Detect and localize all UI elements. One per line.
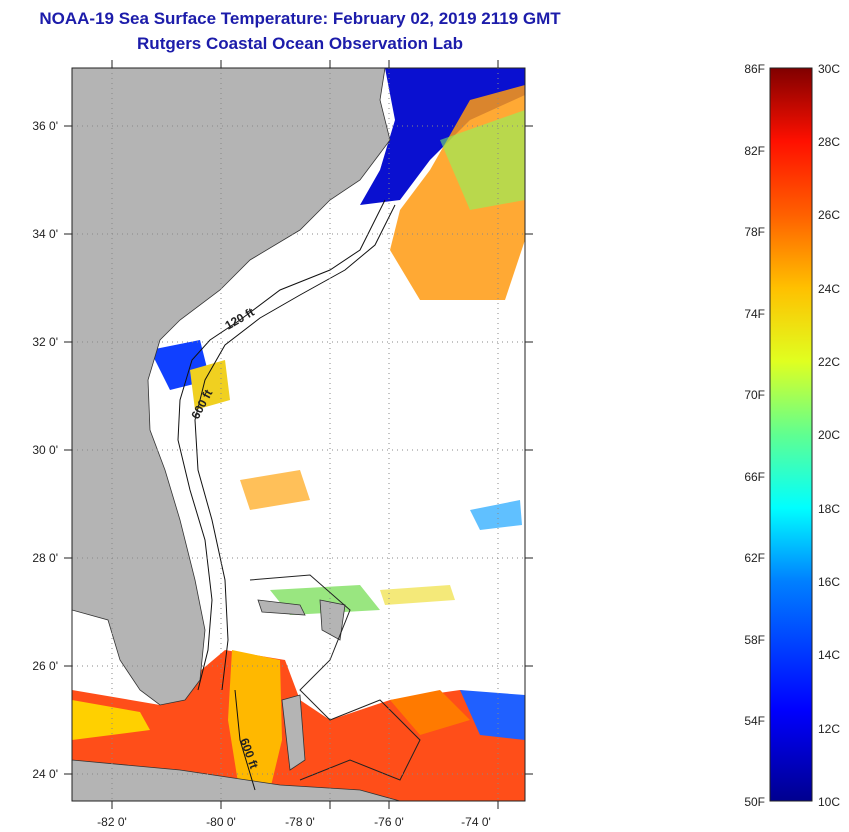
sst-patch <box>440 110 525 210</box>
colorbar-c-label: 16C <box>818 575 840 589</box>
land-grand-bahama <box>257 599 306 616</box>
colorbar-f-label: 66F <box>744 470 765 484</box>
lon-tick-marks <box>111 60 499 809</box>
temperature-colorbar <box>769 67 813 802</box>
isobath-600ft <box>194 204 396 691</box>
lat-tick-label: 36 0' <box>32 119 58 133</box>
colorbar-f-label: 70F <box>744 388 765 402</box>
lon-tick-label: -80 0' <box>206 815 236 829</box>
sst-patch <box>72 700 150 740</box>
land-cuba <box>72 759 401 801</box>
lat-tick-label: 34 0' <box>32 227 58 241</box>
colorbar-c-label: 18C <box>818 502 840 516</box>
isobath-600ft-south <box>234 689 256 791</box>
colorbar-f-label: 74F <box>744 307 765 321</box>
lat-tick-label: 32 0' <box>32 335 58 349</box>
colorbar-f-label: 54F <box>744 714 765 728</box>
sst-patch <box>390 690 470 735</box>
colorbar-f-label: 50F <box>744 795 765 809</box>
colorbar-c-label: 14C <box>818 648 840 662</box>
lat-tick-label: 26 0' <box>32 659 58 673</box>
colorbar-f-label: 78F <box>744 225 765 239</box>
colorbar-c-label: 20C <box>818 428 840 442</box>
colorbar-c-label: 26C <box>818 208 840 222</box>
map-frame <box>71 67 526 802</box>
sst-patch <box>190 360 230 410</box>
colorbar-f-label: 86F <box>744 62 765 76</box>
colorbar-f-label: 58F <box>744 633 765 647</box>
sst-gulfstream-core <box>228 650 282 795</box>
lat-tick-label: 28 0' <box>32 551 58 565</box>
land-andros <box>281 694 306 771</box>
lon-tick-label: -74 0' <box>461 815 491 829</box>
isobath-120ft <box>177 199 386 691</box>
colorbar-c-label: 10C <box>818 795 840 809</box>
lon-tick-label: -82 0' <box>97 815 127 829</box>
land-mass <box>72 68 391 706</box>
lon-tick-label: -78 0' <box>285 815 315 829</box>
map-graticule <box>72 68 525 801</box>
bank-outline <box>249 574 421 781</box>
colorbar-f-label: 62F <box>744 551 765 565</box>
lat-tick-marks <box>64 125 533 775</box>
lon-tick-label: -76 0' <box>374 815 404 829</box>
map-subtitle: Rutgers Coastal Ocean Observation Lab <box>137 34 463 53</box>
sst-patch <box>470 500 522 530</box>
colorbar-c-label: 22C <box>818 355 840 369</box>
sst-patch <box>240 470 310 510</box>
land-abaco <box>319 599 346 641</box>
sst-cool-patch <box>460 690 525 740</box>
lat-tick-label: 24 0' <box>32 767 58 781</box>
colorbar-c-label: 24C <box>818 282 840 296</box>
lat-tick-label: 30 0' <box>32 443 58 457</box>
map-title: NOAA-19 Sea Surface Temperature: Februar… <box>39 9 561 28</box>
colorbar-c-label: 30C <box>818 62 840 76</box>
colorbar-c-label: 12C <box>818 722 840 736</box>
sst-patch <box>380 585 455 605</box>
map-content <box>72 68 525 801</box>
colorbar-f-label: 82F <box>744 144 765 158</box>
colorbar-c-label: 28C <box>818 135 840 149</box>
